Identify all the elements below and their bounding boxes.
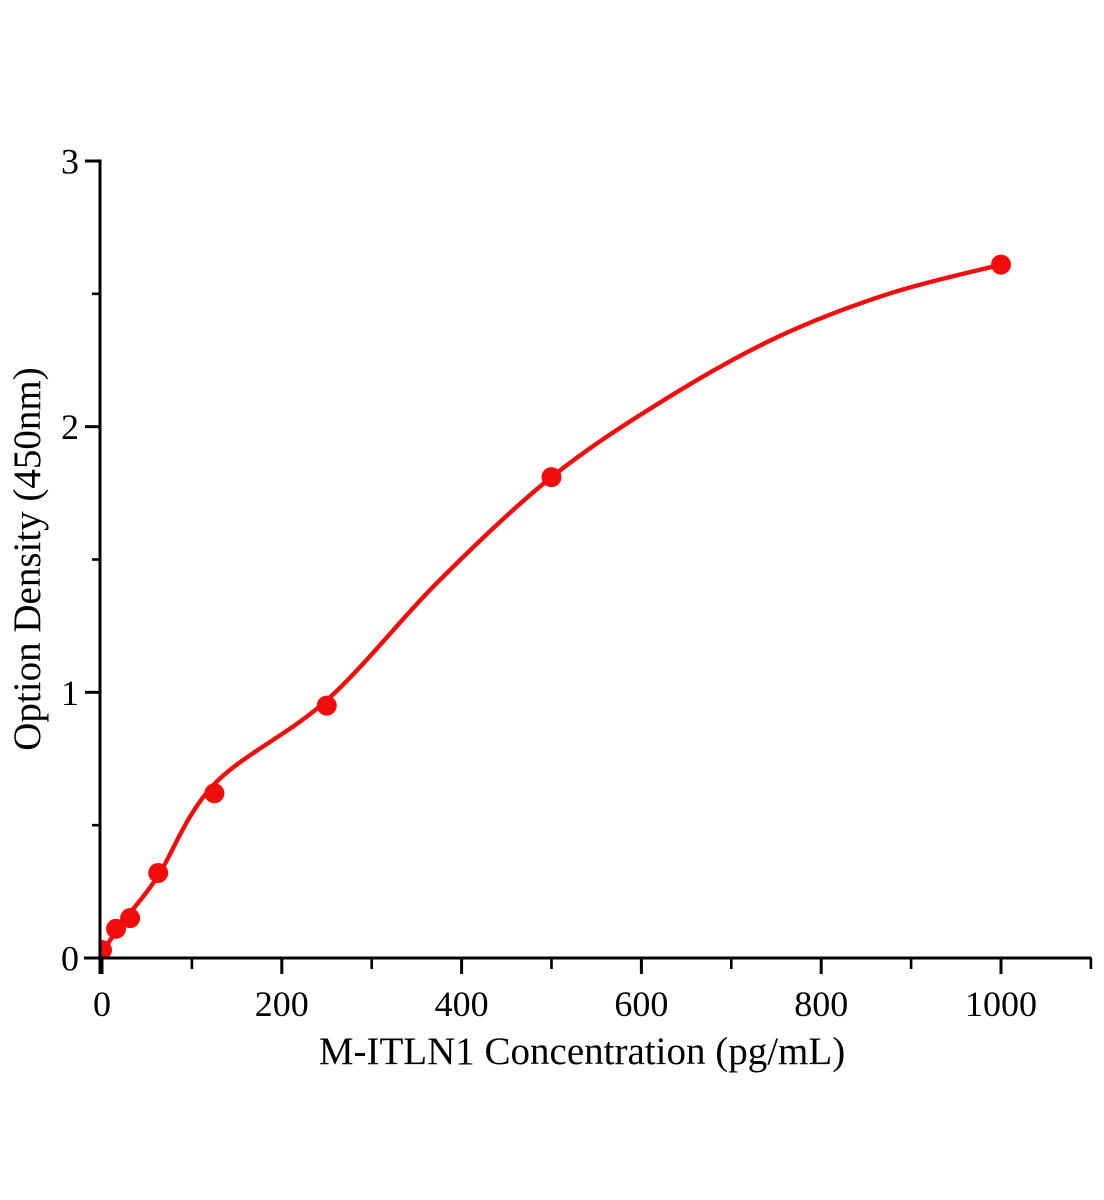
plot-area [101, 254, 1011, 958]
x-tick-label: 200 [255, 984, 309, 1024]
x-tick-label: 0 [93, 984, 111, 1024]
x-axis-title: M-ITLN1 Concentration (pg/mL) [319, 1030, 845, 1073]
axis-tick-labels: 0 200 400 600 800 1000 0 1 2 3 [61, 141, 1037, 1024]
data-point [120, 908, 141, 929]
standard-curve-line [101, 262, 1004, 955]
data-point [148, 862, 169, 883]
x-tick-label: 1000 [965, 984, 1037, 1024]
axes [84, 159, 1093, 974]
x-tick-label: 600 [614, 984, 668, 1024]
y-axis-title: Option Density (450nm) [6, 367, 49, 750]
data-point [101, 940, 112, 958]
data-point [106, 918, 127, 939]
data-point [991, 254, 1011, 275]
data-point [204, 783, 225, 804]
y-tick-label: 3 [61, 141, 79, 181]
x-tick-label: 800 [794, 984, 848, 1024]
y-tick-label: 1 [61, 673, 79, 713]
x-tick-label: 400 [435, 984, 489, 1024]
data-point [316, 695, 337, 716]
axis-ticks [85, 159, 1093, 974]
data-point [541, 467, 562, 488]
y-tick-label: 2 [61, 407, 79, 447]
y-tick-label: 0 [61, 939, 79, 979]
data-points-group [101, 254, 1011, 958]
